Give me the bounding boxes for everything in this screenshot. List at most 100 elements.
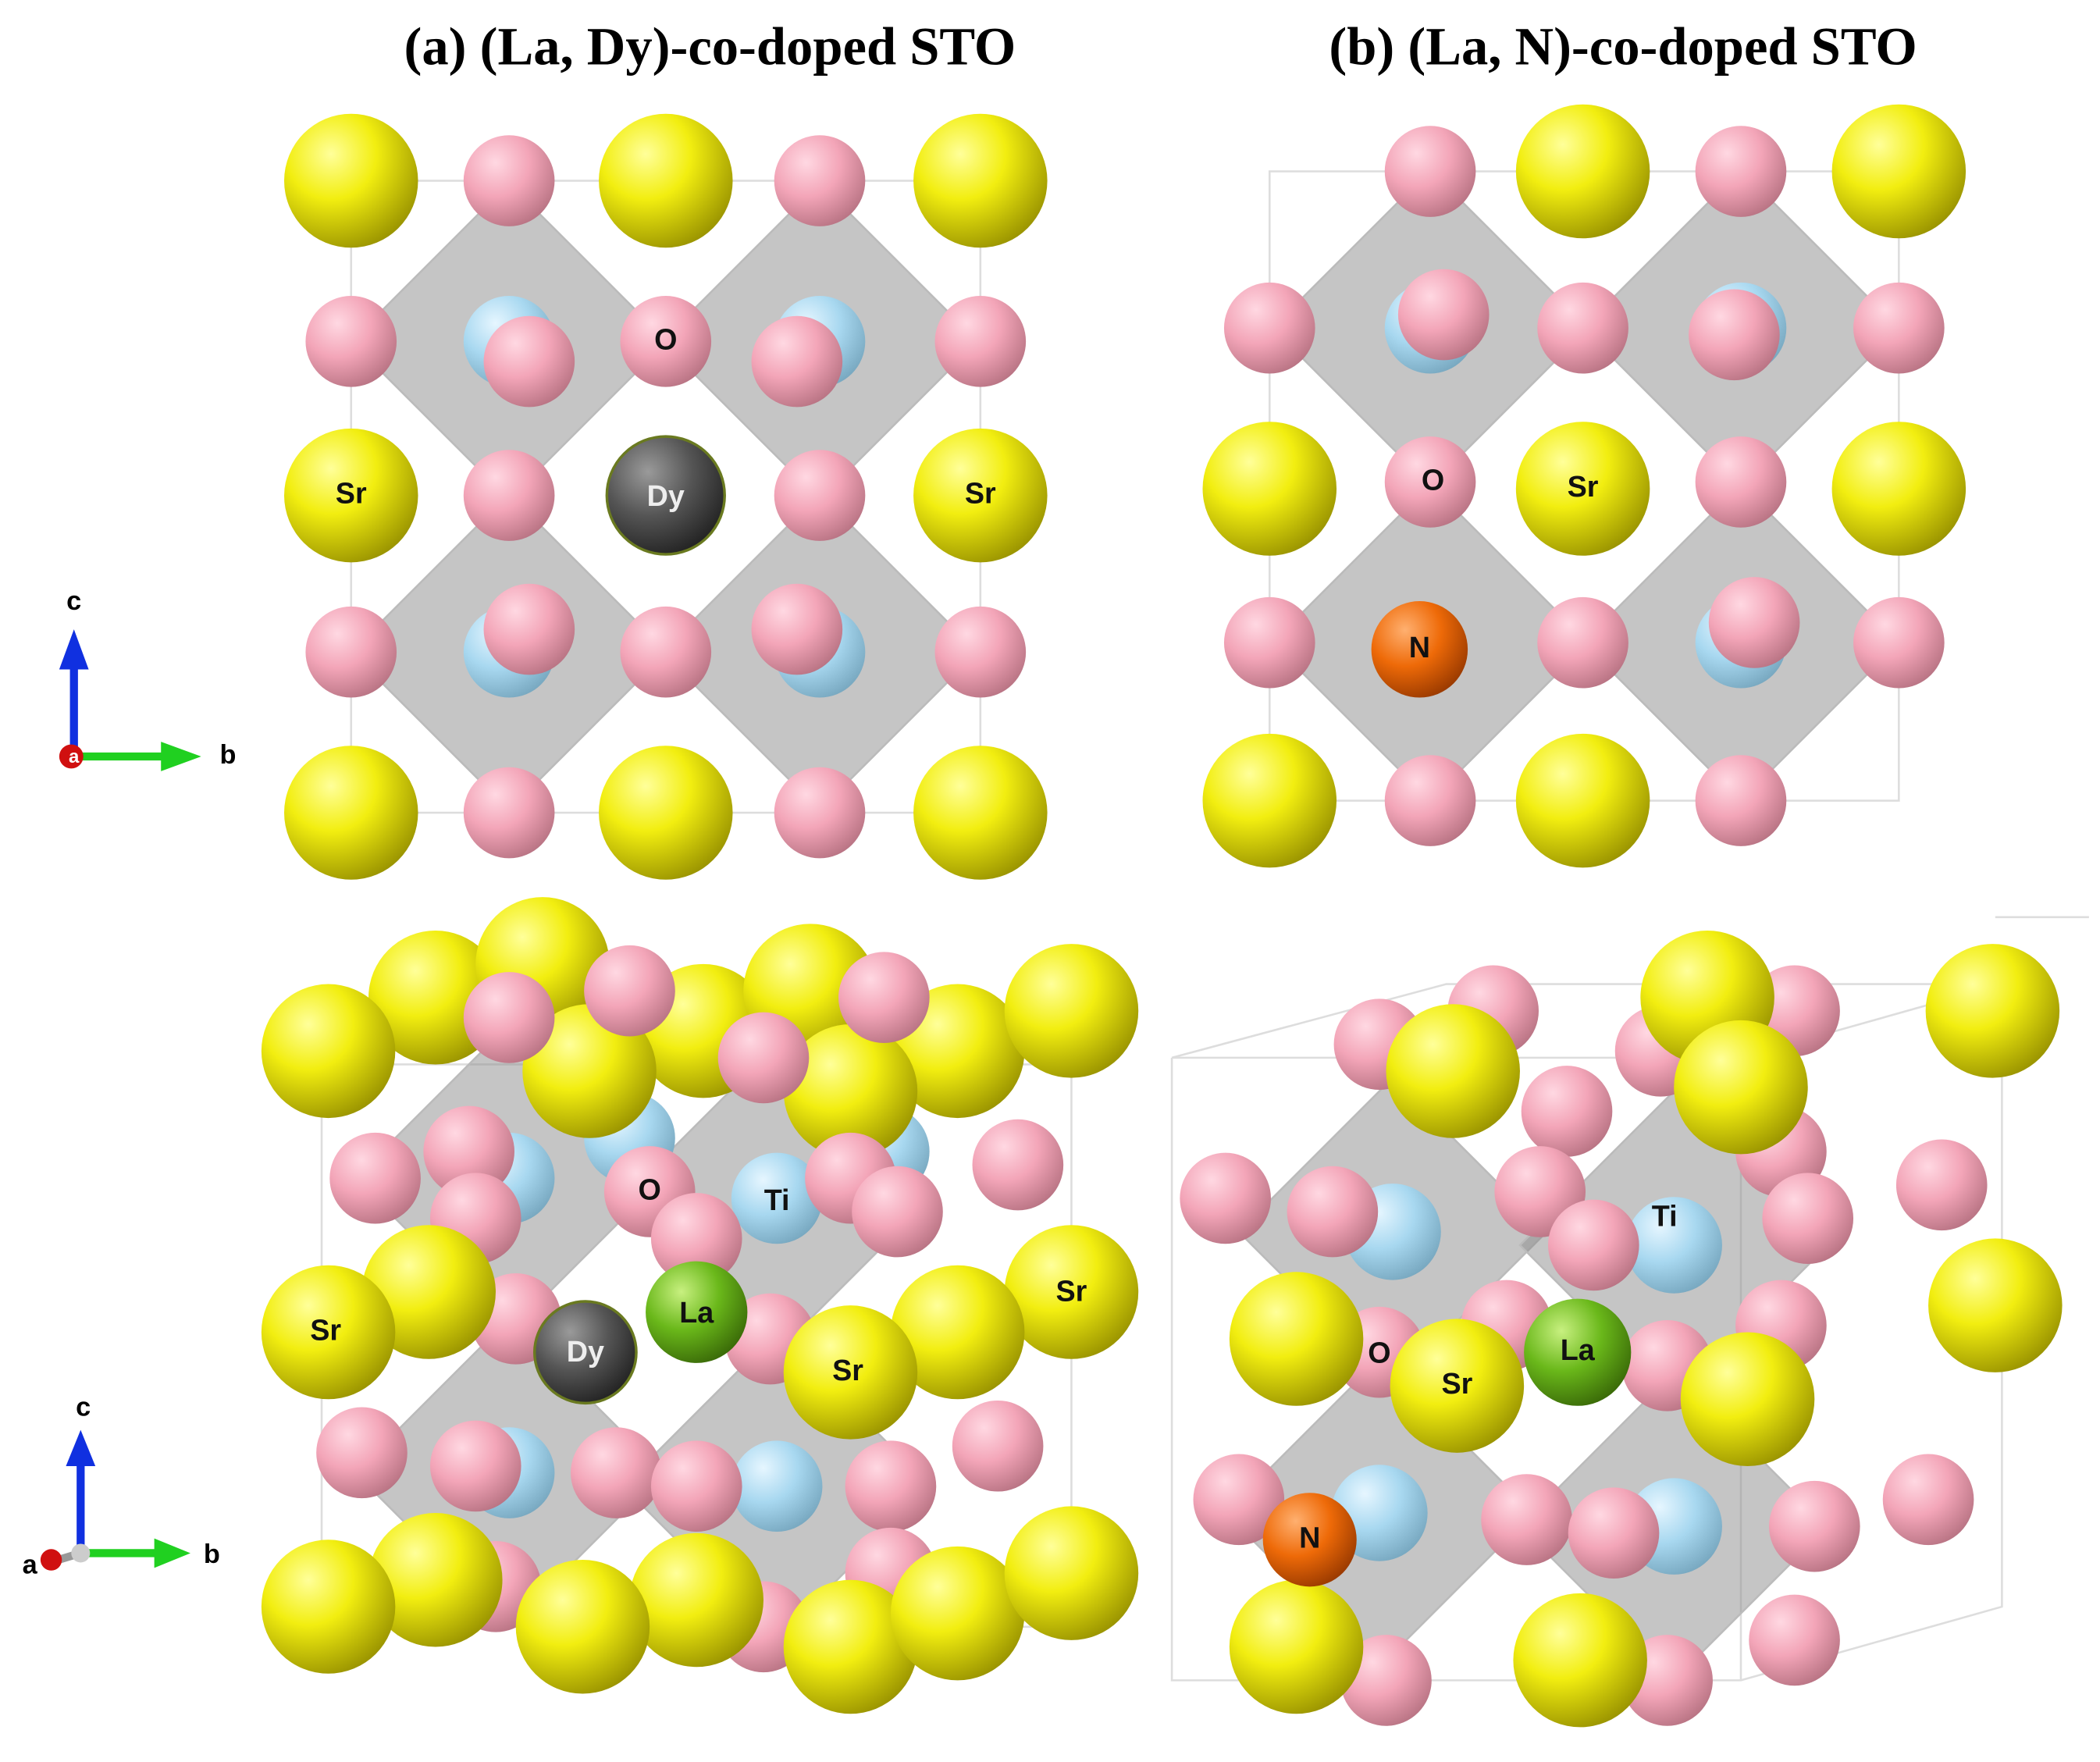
atom-sr — [1202, 733, 1337, 868]
atom-sr — [261, 1265, 396, 1400]
atom-sr — [283, 113, 418, 248]
atom-dy — [605, 435, 726, 556]
atom-o — [1762, 1173, 1854, 1265]
atom-sr — [283, 428, 418, 563]
atom-o — [571, 1427, 662, 1518]
atom-sr — [1004, 1225, 1139, 1359]
atom-dy — [532, 1300, 638, 1405]
atom-o — [1695, 755, 1787, 846]
atom-o — [1340, 1635, 1432, 1726]
atom-label: O — [639, 1173, 661, 1205]
atom-ti — [731, 1152, 823, 1244]
atom-sr — [1831, 422, 1967, 556]
atom-sr — [1515, 422, 1650, 556]
atom-sr — [629, 1532, 763, 1668]
atom-label: La — [679, 1296, 714, 1329]
atom-label: Ti — [1652, 1200, 1678, 1233]
atom-sr — [890, 1546, 1025, 1681]
atom-label: N — [1409, 631, 1430, 664]
atom-o — [1853, 596, 1945, 689]
axis-label: b — [204, 1540, 220, 1569]
atom-o — [1568, 1487, 1660, 1579]
atom-o — [423, 1105, 514, 1198]
atom-o — [1223, 282, 1315, 374]
atom-o — [1521, 1066, 1613, 1157]
atom-sr — [261, 984, 396, 1119]
atom-o — [838, 952, 930, 1044]
atom-o — [1384, 755, 1476, 846]
atom-label: Ti — [764, 1184, 790, 1216]
atom-n — [1371, 601, 1468, 698]
atom-sr — [522, 1004, 657, 1138]
axis-label: b — [219, 740, 236, 770]
atom-sr — [1674, 1020, 1808, 1155]
atom-o — [1749, 1594, 1840, 1686]
atom-o — [717, 1012, 810, 1104]
atom-sr — [913, 428, 1048, 563]
atom-o — [1537, 282, 1628, 374]
atom-sr — [1390, 1319, 1525, 1453]
atom-sr — [1386, 1004, 1520, 1138]
atom-sr — [783, 1305, 918, 1440]
atom-label: N — [1299, 1521, 1320, 1554]
atom-o — [584, 945, 675, 1037]
atom-o — [620, 296, 712, 387]
atom-sr — [1202, 422, 1337, 556]
atom-sr — [1513, 1593, 1647, 1728]
atom-o — [463, 135, 555, 226]
atom-o — [1384, 436, 1476, 528]
atom-o — [1223, 596, 1315, 689]
atom-o — [1481, 1474, 1572, 1565]
atom-label: Sr — [336, 477, 367, 510]
atom-la — [646, 1261, 748, 1363]
axis-label: c — [76, 1392, 91, 1422]
atom-label: Sr — [1441, 1367, 1472, 1400]
atom-sr — [599, 113, 733, 248]
atom-sr — [1680, 1332, 1815, 1466]
atom-sr — [515, 1560, 650, 1694]
atom-o — [1180, 1152, 1271, 1244]
atom-o — [852, 1166, 943, 1258]
atom-o — [620, 606, 712, 698]
atom-ti — [731, 1440, 823, 1532]
atom-sr — [1831, 104, 1967, 239]
atom-label: Sr — [1568, 470, 1599, 503]
atom-o — [1882, 1454, 1974, 1546]
atom-o — [483, 583, 575, 675]
atom-sr — [1515, 104, 1650, 239]
atom-label: Sr — [965, 477, 996, 510]
atom-o — [1695, 436, 1787, 528]
atom-sr — [368, 1513, 503, 1647]
atom-o — [1853, 282, 1945, 374]
atom-n — [1262, 1493, 1357, 1587]
atom-o — [429, 1420, 521, 1512]
atom-o — [1547, 1199, 1639, 1291]
atom-o — [1537, 596, 1628, 689]
atom-label: O — [1368, 1337, 1390, 1369]
atom-sr — [783, 1579, 918, 1714]
axis-label: a — [69, 746, 80, 767]
axis-label: a — [23, 1550, 38, 1580]
atom-o — [1384, 126, 1476, 217]
atom-sr — [1229, 1579, 1364, 1714]
atom-o — [650, 1440, 742, 1532]
atom-sr — [599, 746, 733, 880]
atom-sr — [283, 746, 418, 880]
atom-sr — [1004, 944, 1139, 1078]
atom-label: O — [1422, 463, 1444, 496]
atom-o — [751, 583, 843, 675]
atom-label: Sr — [1056, 1275, 1087, 1308]
axis-label: c — [66, 586, 81, 616]
atom-label: La — [1561, 1333, 1596, 1366]
atom-o — [774, 767, 866, 859]
panel-title: (a) (La, Dy)-co-doped STO — [404, 16, 1016, 76]
atoms: O Sr Dy Sr O Ti Sr La Dy Sr Sr O Sr N Ti O Sr La N — [261, 104, 2063, 1728]
atom-o — [305, 296, 397, 387]
atom-o — [972, 1119, 1064, 1211]
atom-ti — [1625, 1197, 1722, 1294]
atom-sr — [1928, 1238, 2063, 1372]
atom-label: Dy — [647, 479, 685, 512]
atom-o — [1895, 1139, 1988, 1231]
